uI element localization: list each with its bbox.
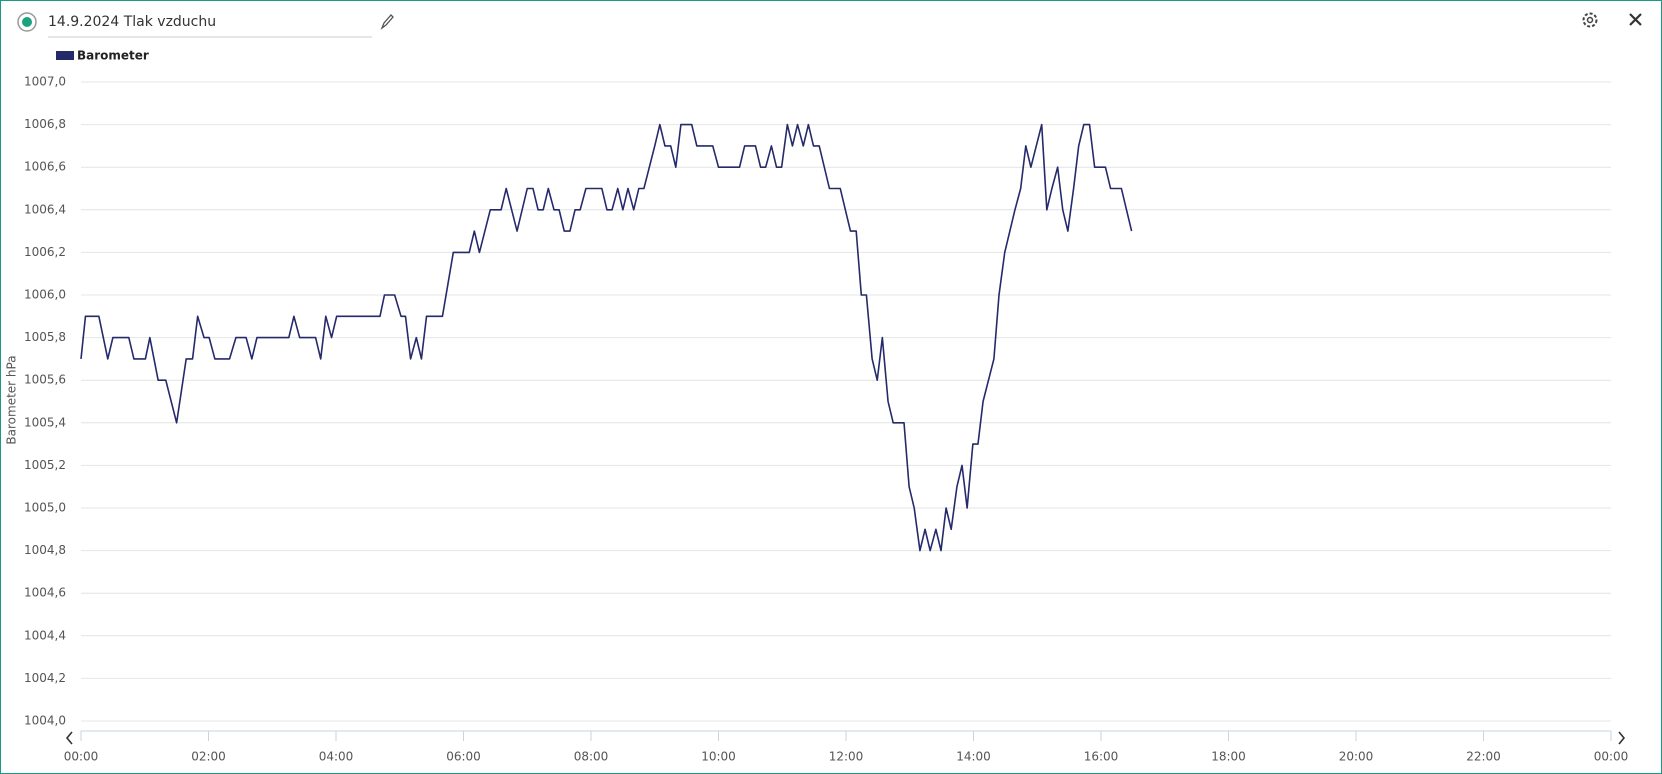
gear-teeth (1582, 12, 1598, 28)
y-tick-label: 1006,8 (24, 117, 66, 131)
x-tick-label: 06:00 (446, 750, 481, 764)
data-line (80, 123, 1133, 552)
y-tick-label: 1005,0 (24, 501, 66, 515)
x-tick-label: 22:00 (1466, 750, 1501, 764)
x-tick-label: 00:00 (1594, 750, 1629, 764)
y-tick-label: 1004,0 (24, 714, 66, 728)
y-tick-label: 1004,2 (24, 671, 66, 685)
y-tick-label: 1006,4 (24, 202, 66, 216)
y-axis-label: Barometer hPa (5, 355, 19, 444)
x-tick-label: 00:00 (64, 750, 99, 764)
x-tick-label: 12:00 (829, 750, 864, 764)
edit-icon[interactable] (380, 14, 394, 30)
x-tick-label: 04:00 (319, 750, 354, 764)
y-tick-label: 1004,4 (24, 628, 66, 642)
chart-title: 14.9.2024 Tlak vzduchu (48, 14, 216, 30)
y-tick-label: 1006,6 (24, 160, 66, 174)
x-tick-label: 08:00 (574, 750, 609, 764)
gear-hub (1586, 16, 1594, 24)
y-tick-label: 1007,0 (24, 75, 66, 89)
x-tick-label: 02:00 (191, 750, 226, 764)
y-tick-label: 1004,8 (24, 543, 66, 557)
y-tick-label: 1005,4 (24, 415, 66, 429)
y-tick-label: 1006,2 (24, 245, 66, 259)
settings-icon[interactable] (1582, 12, 1598, 28)
status-radio[interactable] (17, 12, 37, 32)
y-tick-label: 1004,6 (24, 586, 66, 600)
legend-swatch (56, 51, 74, 60)
x-tick-label: 18:00 (1211, 750, 1246, 764)
legend-label: Barometer (77, 49, 149, 63)
y-tick-label: 1005,8 (24, 330, 66, 344)
close-icon[interactable] (1629, 13, 1642, 26)
status-dot (22, 17, 32, 27)
y-tick-label: 1006,0 (24, 288, 66, 302)
x-tick-label: 14:00 (956, 750, 991, 764)
x-tick-label: 10:00 (701, 750, 736, 764)
prev-arrow[interactable] (65, 731, 73, 745)
y-tick-label: 1005,6 (24, 373, 66, 387)
y-tick-label: 1005,2 (24, 458, 66, 472)
next-arrow[interactable] (1618, 731, 1626, 745)
x-tick-label: 16:00 (1084, 750, 1119, 764)
x-tick-label: 20:00 (1339, 750, 1374, 764)
